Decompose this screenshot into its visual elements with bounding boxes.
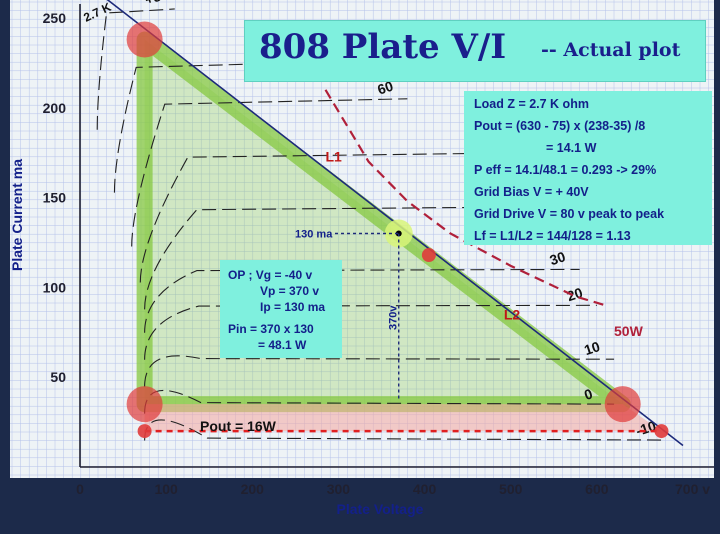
y-tick-label: 200	[43, 100, 67, 116]
y-tick-label: 250	[43, 10, 67, 26]
circle-marker-2	[604, 386, 641, 423]
info-pout-formula: Pout = (630 - 75) x (238-35) /8	[474, 119, 646, 133]
circle-marker-4	[137, 424, 152, 439]
x-tick-label: 500	[499, 481, 523, 497]
grid-voltage-curve-4	[144, 206, 580, 310]
pout-region	[144, 404, 662, 432]
x-tick-label: 600	[585, 481, 609, 497]
info-grid-drive: Grid Drive V = 80 v peak to peak	[474, 207, 665, 221]
grid-voltage-curve-2	[131, 98, 408, 247]
info-linearity-factor: Lf = L1/L2 = 144/128 = 1.13	[474, 229, 631, 243]
x-tick-label: 200	[241, 481, 265, 497]
curve-label-6: 20	[565, 284, 585, 304]
operating-point-box: OP ; Vg = -40 v Vp = 370 v Ip = 130 ma P…	[220, 260, 342, 358]
title-box: 808 Plate V/I -- Actual plot	[244, 20, 706, 82]
x-tick-label: 400	[413, 481, 437, 497]
annotation-l2: L2	[504, 307, 521, 323]
annotation-op-voltage: 370v	[388, 305, 400, 330]
circle-marker-1	[126, 386, 163, 423]
info-pout-result: = 14.1 W	[546, 141, 597, 155]
x-tick-label: 300	[327, 481, 351, 497]
circle-marker-5	[654, 424, 669, 439]
circle-marker-3	[421, 248, 436, 263]
grid-voltage-curve-6	[144, 304, 597, 360]
power-curve-label: 50W	[614, 323, 644, 339]
op-grid-voltage: OP ; Vg = -40 v	[228, 268, 313, 282]
x-tick-label: 700 v	[675, 481, 710, 497]
curve-label-5: 30	[548, 248, 568, 268]
op-input-power-formula: Pin = 370 x 130	[228, 322, 314, 336]
curve-label-9: -10	[634, 417, 658, 439]
curve-label-2: 60	[375, 78, 395, 98]
y-tick-label: 50	[50, 369, 66, 385]
chart-subtitle: -- Actual plot	[541, 39, 681, 61]
load-line	[106, 0, 684, 447]
annotation-op-current: 130 ma	[295, 229, 333, 241]
grid-voltage-curve-5	[144, 268, 580, 333]
info-load-z: Load Z = 2.7 K ohm	[474, 97, 589, 111]
op-plate-current: Ip = 130 ma	[260, 300, 326, 314]
y-tick-label: 150	[43, 190, 67, 206]
power-dissipation-curve	[324, 89, 606, 307]
info-efficiency: P eff = 14.1/48.1 = 0.293 -> 29%	[474, 163, 657, 177]
curve-label-0: +80	[143, 0, 171, 8]
op-plate-voltage: Vp = 370 v	[260, 284, 320, 298]
load-info-box: Load Z = 2.7 K ohm Pout = (630 - 75) x (…	[464, 91, 712, 245]
x-axis-label: Plate Voltage	[337, 501, 424, 517]
x-tick-label: 0	[76, 481, 84, 497]
curve-label-7: 10	[582, 338, 602, 358]
annotation-l1: L1	[326, 149, 343, 165]
grid-voltage-curve-0	[96, 8, 175, 130]
chart-title: 808 Plate V/I	[259, 27, 507, 67]
x-tick-label: 100	[154, 481, 178, 497]
y-tick-label: 100	[43, 279, 67, 295]
circle-marker-0	[126, 21, 163, 58]
annotation-pout: Pout = 16W	[200, 418, 277, 434]
op-input-power-result: = 48.1 W	[258, 338, 307, 352]
grid-voltage-curve-3	[139, 152, 537, 283]
grid-voltage-curve-1	[113, 62, 296, 193]
info-grid-bias: Grid Bias V = + 40V	[474, 185, 589, 199]
grid-voltage-curve-7	[144, 355, 615, 387]
y-axis-label: Plate Current ma	[9, 159, 25, 271]
